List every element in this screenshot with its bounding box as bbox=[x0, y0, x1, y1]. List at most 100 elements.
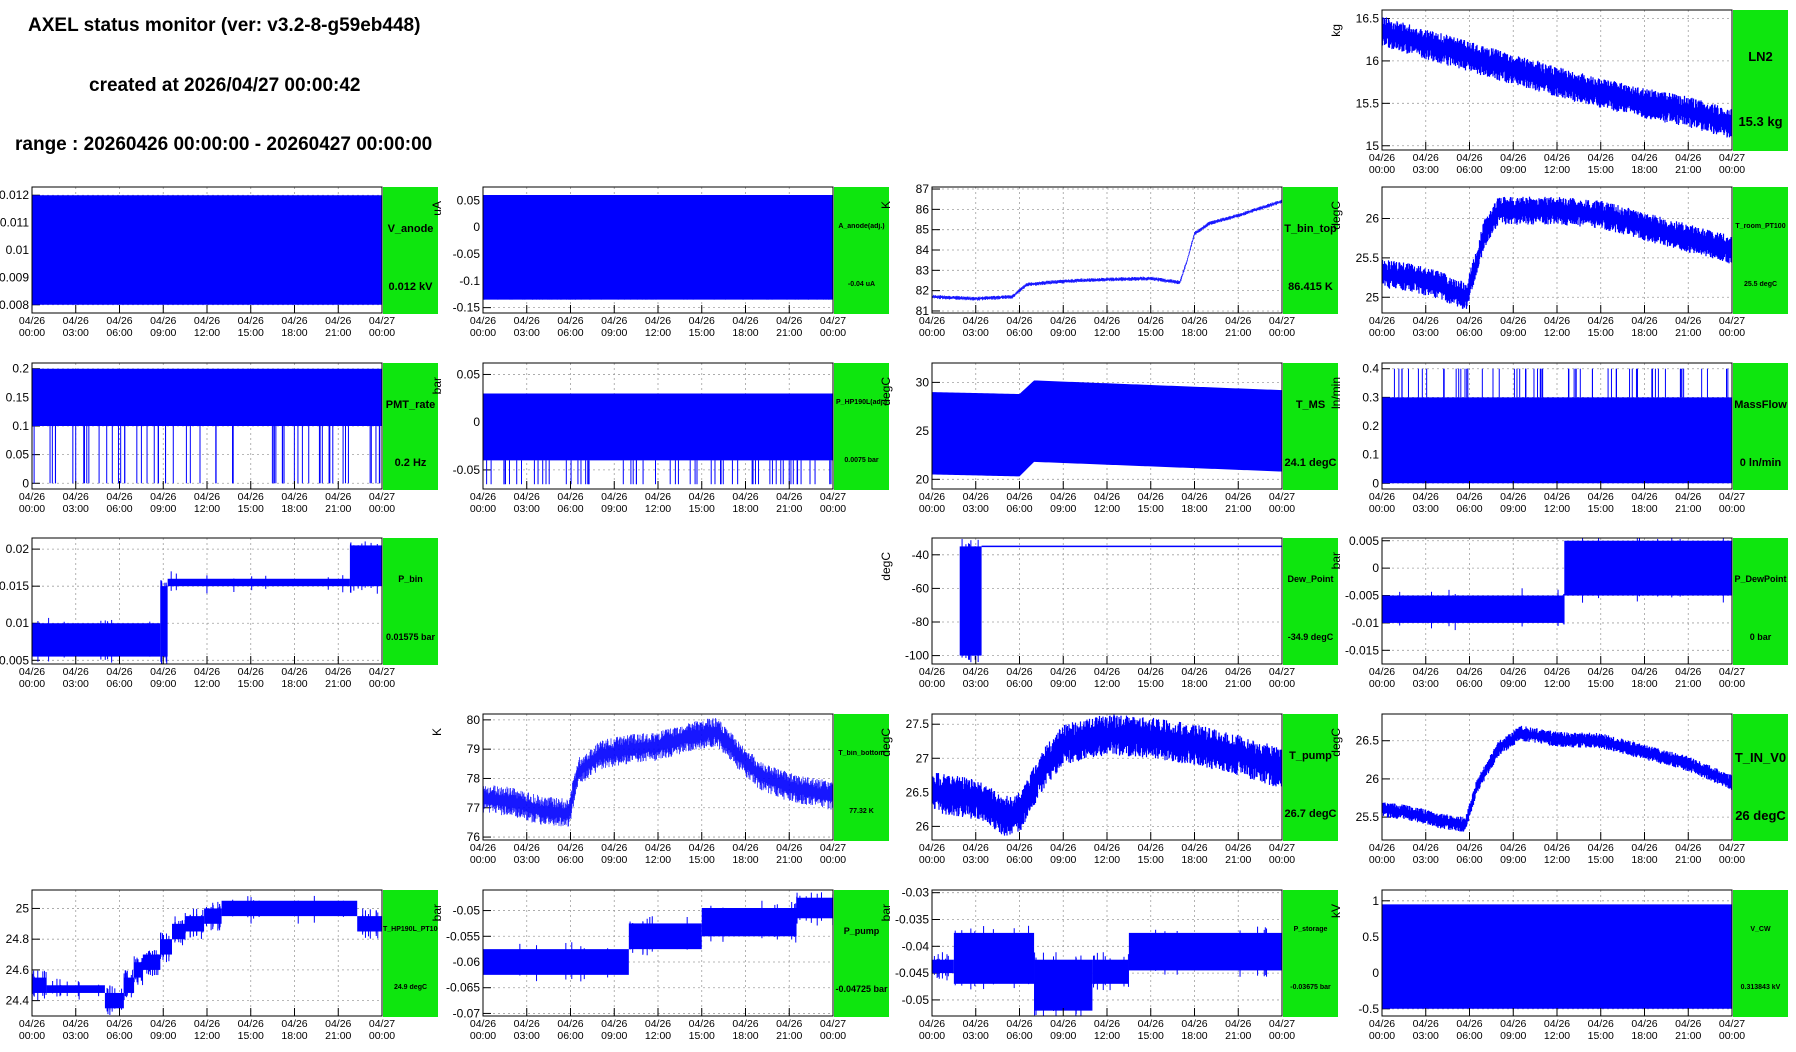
y-tick-label: 0.4 bbox=[1362, 362, 1379, 376]
x-tick-label-date: 04/26 bbox=[1544, 152, 1570, 164]
value-badge: T_MS 24.1 degC bbox=[1283, 363, 1338, 490]
y-tick-label: 26.5 bbox=[906, 785, 930, 799]
x-tick-label-date: 04/26 bbox=[1456, 152, 1482, 164]
x-tick-label-time: 06:00 bbox=[557, 854, 583, 866]
y-tick-label: 87 bbox=[916, 182, 930, 196]
x-tick-label-date: 04/26 bbox=[1369, 491, 1395, 503]
badge-name: T_pump bbox=[1289, 749, 1332, 762]
x-tick-label-date: 04/26 bbox=[1225, 842, 1251, 854]
x-tick-label-date: 04/26 bbox=[557, 315, 583, 327]
x-tick-label-time: 03:00 bbox=[1413, 503, 1439, 515]
x-tick-label-date: 04/26 bbox=[325, 666, 351, 678]
badge-name: P_DewPoint bbox=[1734, 573, 1787, 584]
x-tick-label-date: 04/26 bbox=[1588, 666, 1614, 678]
x-tick-label-time: 21:00 bbox=[1225, 327, 1251, 339]
y-tick-label: 0 bbox=[1372, 561, 1379, 575]
x-tick-label-time: 00:00 bbox=[1719, 164, 1745, 176]
x-tick-label-date: 04/26 bbox=[1413, 315, 1439, 327]
plot-t_in_v0: 25.52626.504/2600:0004/2603:0004/2606:00… bbox=[1329, 713, 1745, 866]
x-tick-label-time: 00:00 bbox=[470, 854, 496, 866]
x-tick-label-date: 04/26 bbox=[514, 842, 540, 854]
value-badge: P_DewPoint 0 bar bbox=[1733, 538, 1788, 665]
chart-ln2: 15 15.5 16 16.5 04/26 00:00 04/26 03:00 04/26 06:… bbox=[1329, 9, 1788, 180]
x-tick-label-time: 03:00 bbox=[1413, 164, 1439, 176]
x-tick-label-time: 15:00 bbox=[689, 503, 715, 515]
y-tick-label: 15 bbox=[1366, 139, 1380, 153]
series-t_bin_top bbox=[932, 199, 1282, 301]
value-badge: T_bin_top 86.415 K bbox=[1283, 187, 1338, 314]
value-badge: LN2 15.3 kg bbox=[1733, 10, 1788, 151]
x-tick-label-date: 04/26 bbox=[63, 315, 89, 327]
chart-pmt_rate: 0 0.05 0.1 0.15 0.2 04/26 00:00 04/26 03:00 04/26… bbox=[6, 362, 438, 519]
x-tick-label-time: 15:00 bbox=[1588, 327, 1614, 339]
x-tick-label-time: 09:00 bbox=[1050, 854, 1076, 866]
x-tick-label-time: 00:00 bbox=[369, 327, 395, 339]
x-tick-label-time: 12:00 bbox=[1094, 327, 1120, 339]
x-tick-label-date: 04/26 bbox=[732, 842, 758, 854]
y-tick-label: 27.5 bbox=[906, 717, 930, 731]
x-tick-label-date: 04/26 bbox=[238, 666, 264, 678]
x-tick-label-time: 21:00 bbox=[1675, 678, 1701, 690]
y-tick-label: 30 bbox=[916, 375, 930, 389]
x-tick-label-date: 04/26 bbox=[1369, 152, 1395, 164]
x-tick-label-time: 18:00 bbox=[1631, 327, 1657, 339]
x-tick-label-date: 04/27 bbox=[369, 491, 395, 503]
x-tick-label-time: 12:00 bbox=[194, 503, 220, 515]
y-axis-label: kg bbox=[1329, 24, 1343, 37]
x-tick-label-date: 04/26 bbox=[514, 491, 540, 503]
badge-value: 0.2 Hz bbox=[394, 456, 427, 469]
y-tick-label: 0.01 bbox=[6, 243, 30, 257]
x-tick-label-time: 00:00 bbox=[1269, 678, 1295, 690]
x-tick-label-time: 06:00 bbox=[557, 503, 583, 515]
y-tick-label: 79 bbox=[467, 742, 481, 756]
y-tick-label: -0.01 bbox=[1352, 616, 1380, 630]
badge-value: 25.5 degC bbox=[1743, 280, 1778, 288]
y-tick-label: 0.02 bbox=[6, 542, 30, 556]
x-tick-label-time: 00:00 bbox=[1719, 327, 1745, 339]
plot-ln2: 1515.51616.504/2600:0004/2603:0004/2606:… bbox=[1329, 9, 1745, 176]
y-tick-label: 0.2 bbox=[1362, 419, 1379, 433]
x-tick-label-time: 15:00 bbox=[1138, 327, 1164, 339]
plot-massflow: 00.10.20.30.404/2600:0004/2603:0004/2606… bbox=[1329, 362, 1745, 515]
y-tick-label: 16 bbox=[1366, 54, 1380, 68]
x-tick-label-date: 04/26 bbox=[601, 842, 627, 854]
time-range: range : 20260426 00:00:00 - 20260427 00:… bbox=[15, 134, 433, 155]
x-tick-label-date: 04/26 bbox=[776, 315, 802, 327]
x-tick-label-time: 12:00 bbox=[645, 327, 671, 339]
x-tick-label-date: 04/26 bbox=[919, 491, 945, 503]
x-tick-label-time: 21:00 bbox=[776, 327, 802, 339]
badge-name: T_bin_bottom bbox=[838, 749, 885, 757]
x-tick-label-date: 04/26 bbox=[19, 491, 45, 503]
x-tick-label-date: 04/26 bbox=[1050, 666, 1076, 678]
x-tick-label-time: 09:00 bbox=[1500, 164, 1526, 176]
x-tick-label-time: 12:00 bbox=[1094, 678, 1120, 690]
badge-name: P_HP190L(adj.) bbox=[836, 398, 887, 406]
x-tick-label-time: 18:00 bbox=[1631, 164, 1657, 176]
plot-t_room_pt100: 2525.52604/2600:0004/2603:0004/2606:0004… bbox=[1329, 186, 1745, 339]
plot-frame bbox=[931, 537, 1283, 665]
x-tick-label-date: 04/26 bbox=[106, 666, 132, 678]
x-tick-label-date: 04/26 bbox=[238, 315, 264, 327]
x-tick-label-time: 06:00 bbox=[1456, 503, 1482, 515]
y-tick-label: 76 bbox=[467, 830, 481, 844]
x-tick-label-time: 18:00 bbox=[1181, 678, 1207, 690]
x-tick-label-time: 18:00 bbox=[732, 503, 758, 515]
x-tick-label-date: 04/26 bbox=[645, 315, 671, 327]
x-tick-label-date: 04/26 bbox=[1500, 315, 1526, 327]
y-axis-label: bar bbox=[430, 377, 444, 394]
x-tick-label-date: 04/26 bbox=[470, 842, 496, 854]
x-tick-label-date: 04/26 bbox=[963, 666, 989, 678]
value-badge: MassFlow 0 ln/min bbox=[1733, 363, 1788, 490]
y-tick-label: 0 bbox=[473, 415, 480, 429]
y-tick-label: 0.015 bbox=[0, 579, 29, 593]
x-tick-label-time: 00:00 bbox=[919, 503, 945, 515]
x-tick-label-time: 09:00 bbox=[1500, 678, 1526, 690]
x-tick-label-time: 00:00 bbox=[1719, 678, 1745, 690]
chart-massflow: 0 0.1 0.2 0.3 0.4 04/26 00:00 04/26 03:00 04/26 06… bbox=[1329, 362, 1788, 519]
chart-p_bin: 0.005 0.01 0.015 0.02 04/26 00:00 04/26 03:00 04… bbox=[0, 537, 438, 694]
series-t_bin_bottom bbox=[483, 718, 833, 827]
x-tick-label-time: 12:00 bbox=[645, 854, 671, 866]
badge-name: T_bin_top bbox=[1284, 222, 1337, 235]
x-tick-label-date: 04/26 bbox=[1094, 491, 1120, 503]
series-t_ms bbox=[932, 380, 1282, 477]
